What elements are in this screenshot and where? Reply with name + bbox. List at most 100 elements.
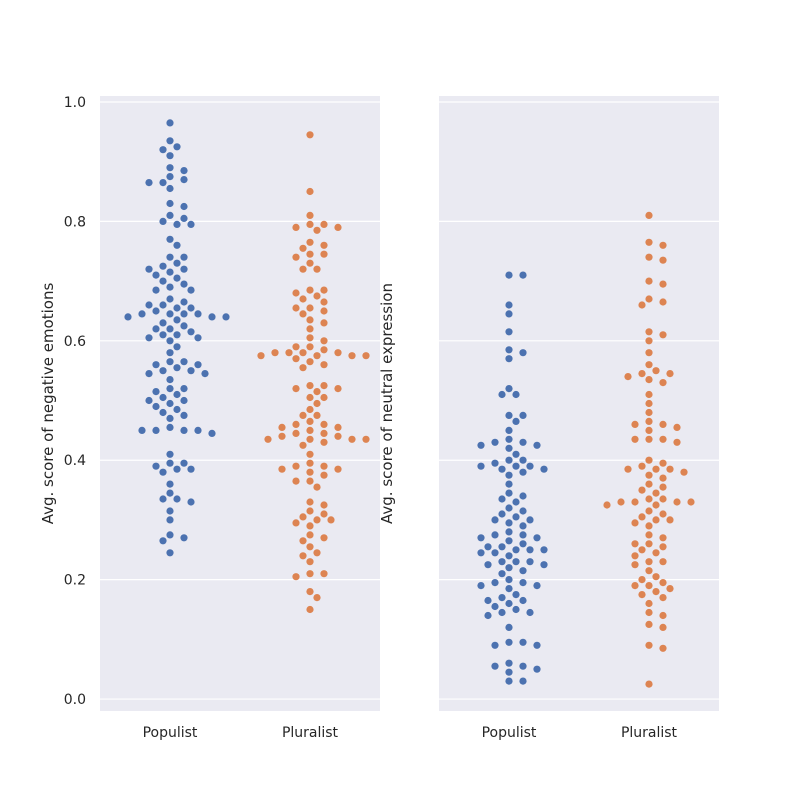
- data-point: [519, 438, 527, 446]
- data-point: [673, 423, 681, 431]
- data-point: [498, 594, 506, 602]
- data-point: [306, 522, 314, 530]
- data-point: [645, 599, 653, 608]
- data-point: [320, 462, 328, 470]
- data-point: [159, 146, 167, 154]
- data-point: [505, 310, 513, 318]
- data-point: [491, 516, 499, 524]
- data-point: [187, 304, 195, 312]
- data-point: [194, 334, 202, 342]
- data-point: [166, 253, 174, 261]
- data-point: [484, 561, 492, 569]
- data-point: [659, 510, 667, 518]
- data-point: [166, 137, 174, 145]
- data-point: [166, 268, 174, 276]
- y-axis-label: Avg. score of neutral expression: [378, 283, 396, 524]
- data-point: [306, 286, 314, 294]
- data-point: [320, 393, 328, 402]
- data-point: [320, 286, 328, 294]
- data-point: [306, 259, 314, 267]
- data-point: [201, 370, 209, 378]
- data-point: [306, 507, 314, 515]
- data-point: [645, 608, 653, 617]
- data-point: [173, 304, 181, 312]
- data-point: [519, 492, 527, 500]
- data-point: [519, 531, 527, 539]
- data-point: [519, 540, 527, 548]
- data-point: [166, 399, 174, 408]
- data-point: [222, 313, 230, 321]
- data-point: [299, 364, 307, 372]
- data-point: [659, 558, 667, 566]
- data-point: [152, 361, 160, 369]
- data-point: [292, 253, 300, 261]
- data-point: [320, 241, 328, 249]
- data-point: [505, 528, 513, 536]
- data-point: [638, 513, 646, 521]
- data-point: [173, 241, 181, 249]
- data-point: [299, 411, 307, 419]
- data-point: [666, 516, 674, 524]
- data-point: [505, 623, 513, 632]
- data-point: [659, 623, 667, 632]
- data-point: [659, 420, 667, 428]
- data-point: [505, 659, 513, 667]
- data-point: [306, 343, 314, 351]
- data-point: [645, 522, 653, 530]
- data-point: [257, 352, 265, 360]
- plot-background: [439, 96, 719, 711]
- data-point: [152, 462, 160, 470]
- data-point: [313, 516, 321, 524]
- data-point: [505, 355, 513, 363]
- data-point: [334, 423, 342, 431]
- data-point: [645, 328, 653, 336]
- data-point: [533, 441, 541, 449]
- data-point: [306, 605, 314, 614]
- data-point: [166, 173, 174, 181]
- data-point: [512, 591, 520, 599]
- data-point: [505, 301, 513, 309]
- data-point: [484, 543, 492, 551]
- data-point: [292, 223, 300, 231]
- data-point: [187, 465, 195, 473]
- data-point: [306, 220, 314, 228]
- data-point: [519, 271, 527, 279]
- data-point: [166, 152, 174, 160]
- data-point: [680, 468, 688, 476]
- data-point: [159, 537, 167, 545]
- data-point: [320, 307, 328, 315]
- data-point: [166, 337, 174, 345]
- data-point: [638, 301, 646, 309]
- data-point: [505, 504, 513, 512]
- data-point: [292, 355, 300, 363]
- data-point: [166, 450, 174, 458]
- data-point: [145, 301, 153, 309]
- data-point: [505, 564, 513, 572]
- data-point: [638, 486, 646, 494]
- data-point: [505, 411, 513, 419]
- data-point: [645, 680, 653, 688]
- data-point: [145, 396, 153, 405]
- data-point: [638, 591, 646, 599]
- data-point: [320, 534, 328, 542]
- data-point: [638, 370, 646, 378]
- data-point: [166, 531, 174, 539]
- data-point: [645, 480, 653, 488]
- data-point: [180, 202, 188, 211]
- x-tick-label: Populist: [143, 725, 198, 741]
- data-point: [145, 370, 153, 378]
- data-point: [299, 537, 307, 545]
- data-point: [306, 570, 314, 578]
- data-point: [645, 471, 653, 479]
- data-point: [631, 561, 639, 569]
- data-point: [645, 540, 653, 548]
- data-point: [180, 396, 188, 405]
- data-point: [180, 253, 188, 261]
- data-point: [159, 179, 167, 187]
- data-point: [194, 426, 202, 434]
- data-point: [631, 519, 639, 527]
- data-point: [159, 301, 167, 309]
- data-point: [526, 558, 534, 566]
- data-point: [519, 522, 527, 530]
- data-point: [645, 277, 653, 285]
